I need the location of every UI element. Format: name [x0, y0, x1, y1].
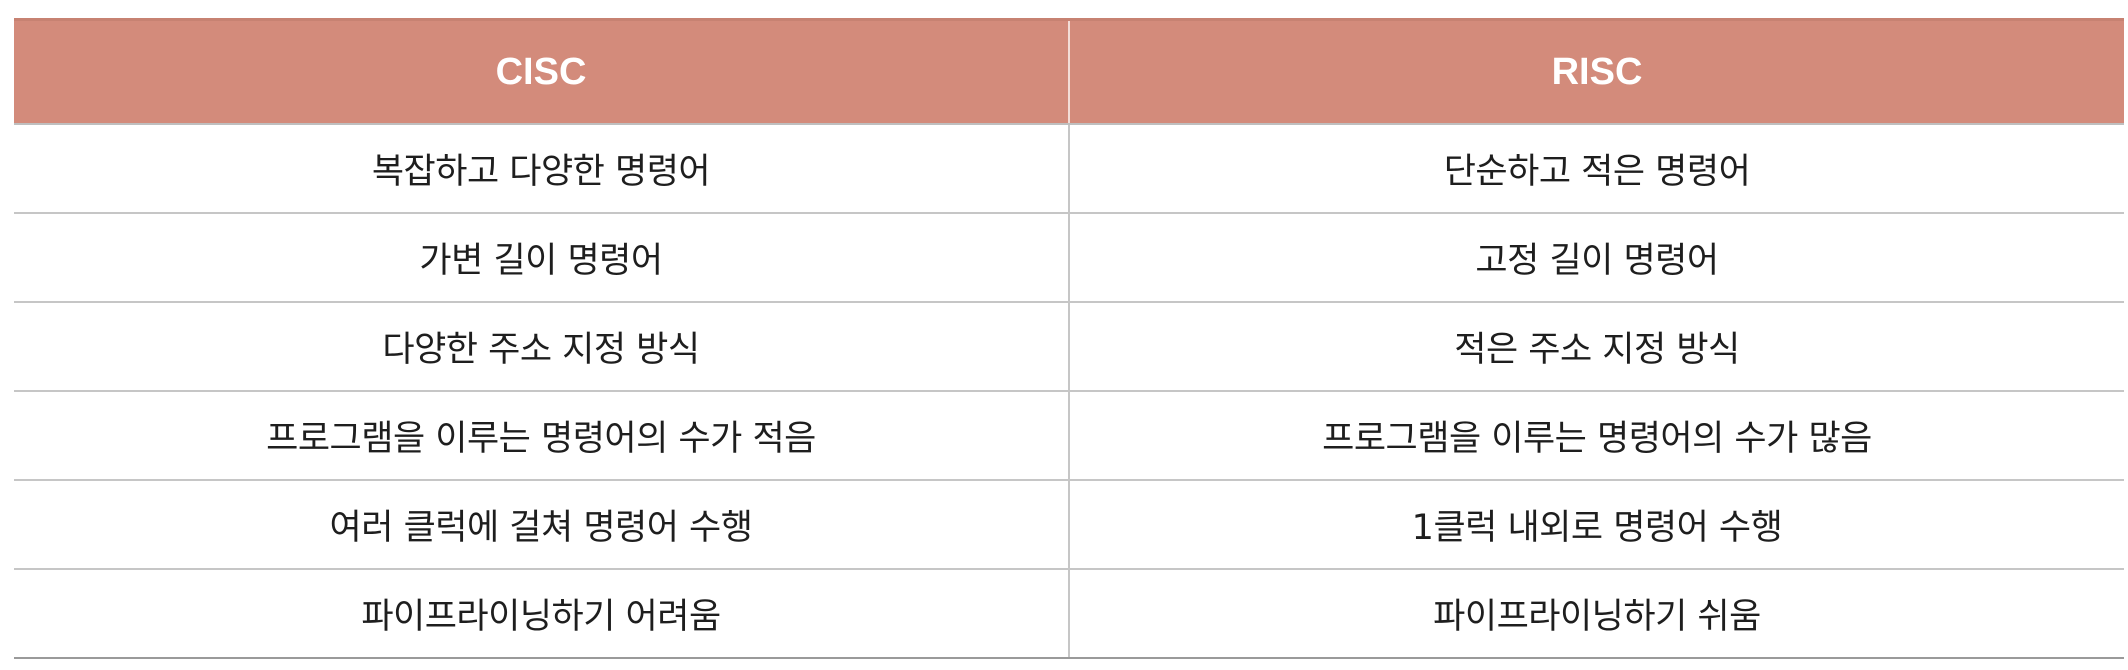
risc-cell: 프로그램을 이루는 명령어의 수가 많음 — [1069, 391, 2124, 481]
risc-cell: 1클럭 내외로 명령어 수행 — [1069, 480, 2124, 570]
cisc-cell: 복잡하고 다양한 명령어 — [14, 124, 1070, 214]
table-row: 복잡하고 다양한 명령어 단순하고 적은 명령어 — [14, 124, 2124, 214]
cisc-cell: 파이프라이닝하기 어려움 — [14, 569, 1070, 659]
risc-cell: 고정 길이 명령어 — [1069, 213, 2124, 303]
cisc-cell: 여러 클럭에 걸쳐 명령어 수행 — [14, 480, 1070, 570]
table-header: CISC RISC — [14, 18, 2124, 125]
header-risc: RISC — [1069, 18, 2124, 125]
cisc-cell: 가변 길이 명령어 — [14, 213, 1070, 303]
cisc-cell: 다양한 주소 지정 방식 — [14, 302, 1070, 392]
cisc-cell: 프로그램을 이루는 명령어의 수가 적음 — [14, 391, 1070, 481]
header-cisc: CISC — [14, 18, 1070, 125]
risc-cell: 적은 주소 지정 방식 — [1069, 302, 2124, 392]
cisc-risc-comparison-table: CISC RISC 복잡하고 다양한 명령어 단순하고 적은 명령어 가변 길이… — [14, 18, 2124, 659]
table-row: 프로그램을 이루는 명령어의 수가 적음 프로그램을 이루는 명령어의 수가 많… — [14, 391, 2124, 481]
table-row: 파이프라이닝하기 어려움 파이프라이닝하기 쉬움 — [14, 569, 2124, 659]
header-row: CISC RISC — [14, 18, 2124, 125]
table-row: 다양한 주소 지정 방식 적은 주소 지정 방식 — [14, 302, 2124, 392]
table-body: 복잡하고 다양한 명령어 단순하고 적은 명령어 가변 길이 명령어 고정 길이… — [14, 124, 2124, 659]
table-row: 가변 길이 명령어 고정 길이 명령어 — [14, 213, 2124, 303]
comparison-table-container: CISC RISC 복잡하고 다양한 명령어 단순하고 적은 명령어 가변 길이… — [14, 18, 2124, 659]
risc-cell: 단순하고 적은 명령어 — [1069, 124, 2124, 214]
risc-cell: 파이프라이닝하기 쉬움 — [1069, 569, 2124, 659]
table-row: 여러 클럭에 걸쳐 명령어 수행 1클럭 내외로 명령어 수행 — [14, 480, 2124, 570]
